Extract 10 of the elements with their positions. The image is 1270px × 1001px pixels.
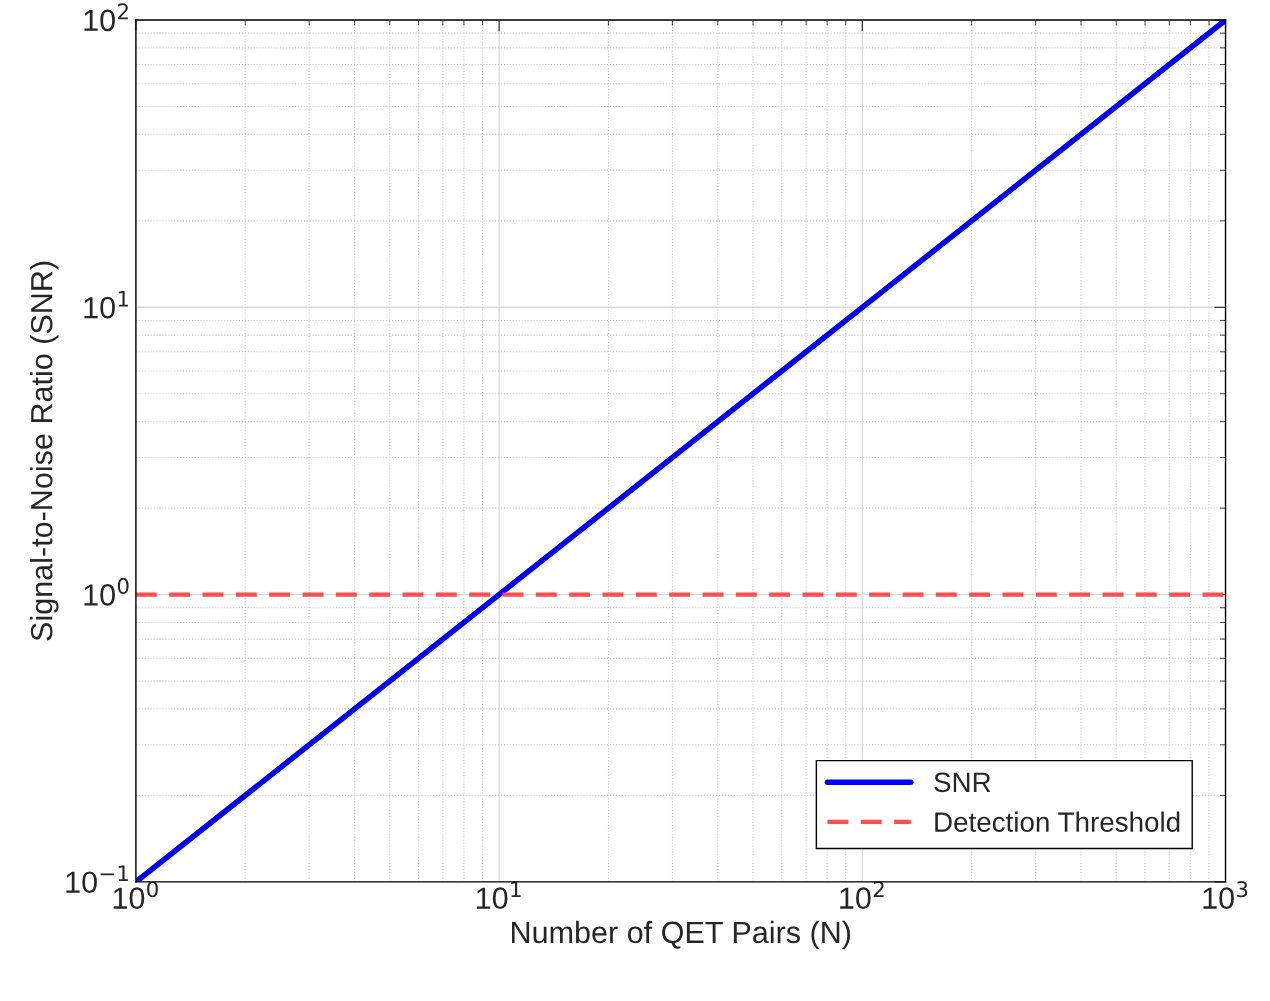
legend-label: Detection Threshold — [935, 811, 1180, 832]
x-axis-title: Number of QET Pairs (N) — [512, 920, 851, 950]
legend-label: SNR — [934, 772, 991, 793]
x-tick-label: 10$^{2}$ — [840, 881, 884, 909]
y-tick-label: 10$^{1}$ — [84, 290, 129, 319]
y-axis-title: Signal-to-Noise Ratio (SNR) — [30, 261, 59, 641]
y-tick-label: 10$^{2}$ — [84, 3, 128, 32]
y-tick-label: 10$^{0}$ — [84, 577, 129, 606]
x-tick-label: 10$^{1}$ — [477, 881, 521, 909]
x-tick-label: 10$^{3}$ — [1203, 881, 1248, 909]
